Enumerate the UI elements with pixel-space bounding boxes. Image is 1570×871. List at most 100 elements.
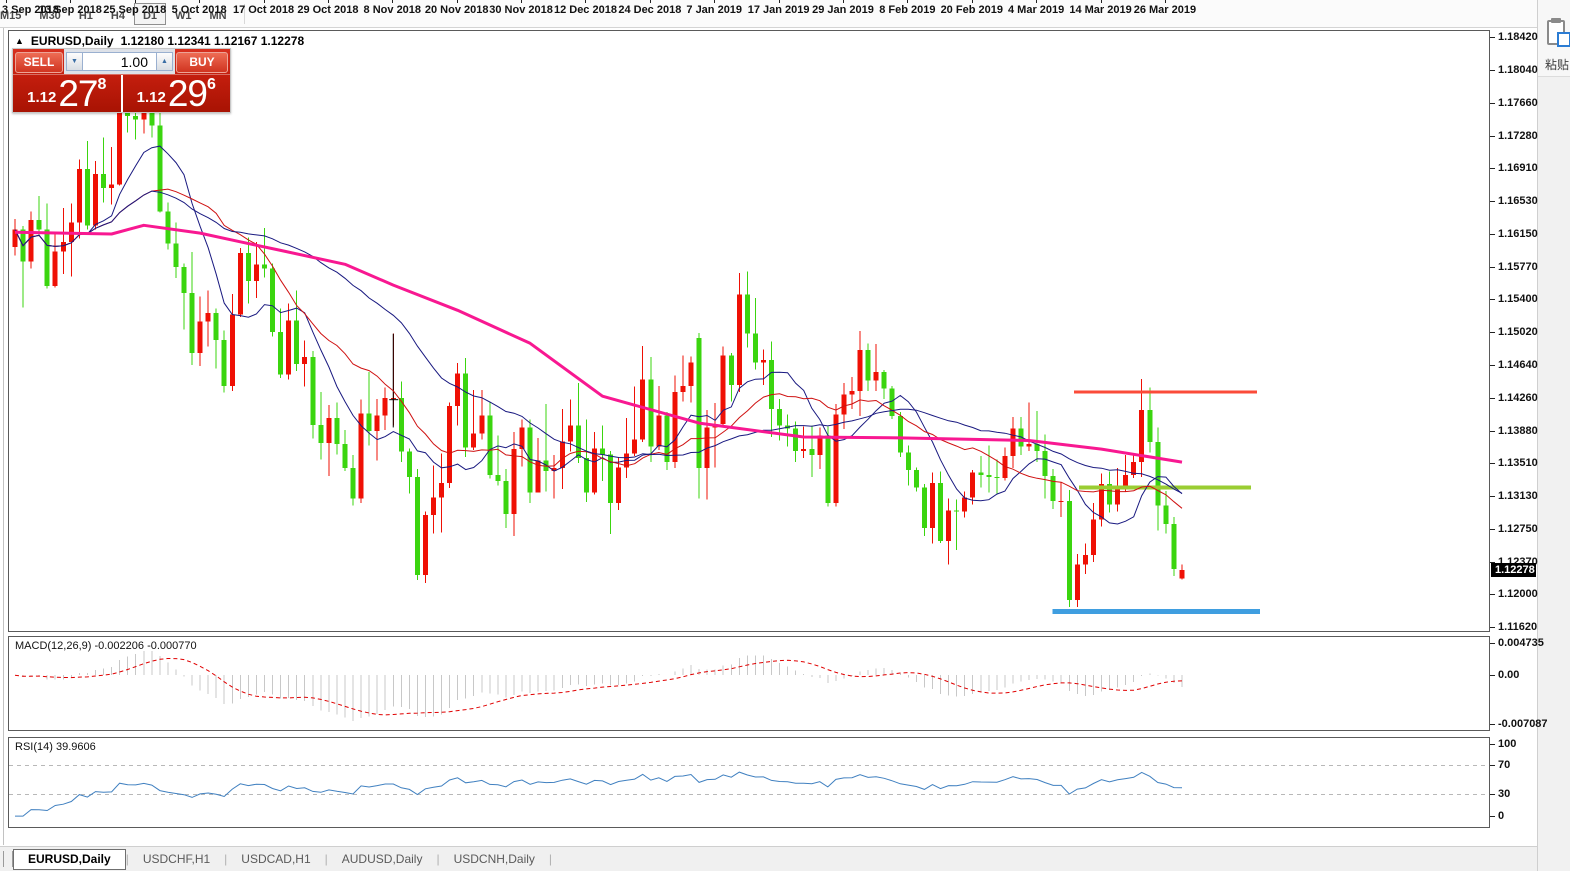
timeframe-w1-button[interactable]: W1	[166, 3, 201, 25]
timeframe-d1-button[interactable]: D1	[133, 2, 166, 25]
date-axis-label: 5 Oct 2018	[171, 4, 227, 16]
date-tick	[842, 0, 844, 3]
date-axis-label: 20 Nov 2018	[424, 4, 489, 16]
candle	[44, 203, 50, 289]
candle	[205, 290, 211, 347]
timeframe-m30-button[interactable]: M30	[30, 3, 69, 25]
price-tick	[1490, 266, 1495, 268]
current-price-tag: 1.12278	[1491, 562, 1536, 577]
candle	[173, 222, 179, 279]
sell-price-display[interactable]: 1.12 27 8	[13, 74, 123, 112]
sell-button[interactable]: SELL	[15, 51, 63, 73]
date-tick	[199, 0, 201, 3]
candle	[954, 499, 960, 550]
candle	[624, 417, 630, 478]
rsi-panel[interactable]: RSI(14) 39.9606	[8, 737, 1490, 828]
volume-decrease-button[interactable]: ▼	[66, 52, 83, 71]
tab-separator: |	[324, 852, 328, 866]
macd-label: MACD(12,26,9) -0.002206 -0.000770	[15, 640, 197, 652]
candle	[1139, 378, 1145, 477]
candle	[801, 426, 807, 458]
price-axis-label: 1.12750	[1498, 522, 1538, 535]
candle	[921, 483, 927, 536]
tab-usdcad-h1[interactable]: USDCAD,H1	[241, 852, 311, 866]
date-axis-label: 17 Jan 2019	[747, 4, 810, 16]
macd-panel[interactable]: MACD(12,26,9) -0.002206 -0.000770	[8, 636, 1490, 731]
candle	[938, 471, 944, 543]
timeframe-h1-button[interactable]: H1	[70, 3, 102, 25]
date-tick	[714, 0, 716, 3]
candle	[994, 459, 1000, 494]
vline-object[interactable]	[389, 333, 399, 428]
buy-button[interactable]: BUY	[176, 51, 228, 73]
candle	[302, 340, 308, 387]
collapse-arrow-icon[interactable]: ▲	[15, 36, 24, 46]
candle	[12, 219, 18, 256]
candle	[1131, 453, 1137, 478]
candle	[84, 141, 90, 230]
candle	[809, 425, 815, 477]
tab-usdchf-h1[interactable]: USDCHF,H1	[142, 852, 211, 866]
date-tick	[971, 0, 973, 3]
candle	[696, 332, 702, 499]
price-tick	[1490, 528, 1495, 530]
candle	[905, 445, 911, 486]
timeframe-mn-button[interactable]: MN	[201, 3, 236, 25]
price-axis-label: 1.17660	[1498, 96, 1538, 109]
timeframe-h4-button[interactable]: H4	[102, 3, 134, 25]
candle	[720, 346, 726, 426]
timeframe-m15-button[interactable]: M15	[0, 3, 30, 25]
date-axis-label: 13 Sep 2018	[38, 4, 102, 16]
candle	[833, 404, 839, 507]
price-tick	[1490, 168, 1495, 169]
rsi-tick	[1490, 794, 1495, 796]
rsi-label: RSI(14) 39.9606	[15, 741, 96, 753]
candle	[487, 402, 493, 479]
price-axis[interactable]: 1.18420 1.18040 1.17660 1.17280 1.16910 1.165…	[1490, 30, 1538, 633]
candle	[728, 352, 734, 402]
candle	[600, 425, 606, 482]
candle	[463, 358, 469, 457]
timeframe-toolbar: M15 M30 H1 H4 D1 W1 MN	[0, 0, 1537, 28]
price-tick	[1490, 331, 1495, 333]
price-tick	[1490, 233, 1495, 235]
buy-price-display[interactable]: 1.12 29 6	[123, 74, 231, 112]
candle	[68, 203, 74, 277]
candle	[640, 345, 646, 443]
candle	[1026, 402, 1032, 451]
date-tick	[649, 0, 651, 3]
candle	[881, 370, 887, 399]
candle	[181, 263, 187, 330]
candle	[1115, 468, 1121, 512]
clipboard-paste-icon[interactable]	[1547, 18, 1570, 50]
date-axis-label: 20 Feb 2019	[940, 4, 1003, 16]
price-tick	[1490, 495, 1495, 497]
tab-audusd-daily[interactable]: AUDUSD,Daily	[341, 852, 423, 866]
main-chart-plot[interactable]: ▲ EURUSD,Daily 1.12180 1.12341 1.12167 1…	[8, 30, 1490, 632]
volume-increase-button[interactable]: ▲	[156, 52, 173, 71]
paste-button-label[interactable]: 粘贴	[1545, 58, 1570, 72]
price-tick	[1490, 135, 1495, 137]
price-axis-label: 1.16910	[1498, 162, 1538, 174]
external-app-header: 粘贴	[1538, 0, 1570, 77]
tab-bar-grip[interactable]	[3, 851, 13, 867]
rsi-line	[15, 771, 1183, 817]
date-axis: 3 Sep 2018 13 Sep 2018 25 Sep 2018 5 Oct 20…	[0, 0, 1529, 16]
sell-price-prefix: 1.12	[27, 89, 57, 106]
price-axis-label: 1.18040	[1498, 63, 1538, 76]
slow-ma-line	[14, 223, 1183, 464]
tab-usdcnh-daily[interactable]: USDCNH,Daily	[453, 852, 535, 866]
candle	[1090, 502, 1096, 562]
price-tick	[1490, 397, 1495, 399]
macd-tick	[1490, 642, 1495, 644]
candle	[793, 421, 799, 463]
tab-eurusd-daily[interactable]: EURUSD,Daily	[13, 848, 126, 870]
macd-axis-label: 0.00	[1498, 669, 1520, 682]
toolbar-divider	[243, 3, 245, 24]
tab-separator: |	[125, 852, 129, 866]
clipboard-icon-clip	[1551, 18, 1561, 23]
candle	[1155, 427, 1161, 531]
volume-input[interactable]: 1.00	[83, 52, 156, 71]
macd-axis: 0.004735 0.00 -0.007087	[1490, 636, 1548, 731]
candle	[712, 403, 718, 468]
